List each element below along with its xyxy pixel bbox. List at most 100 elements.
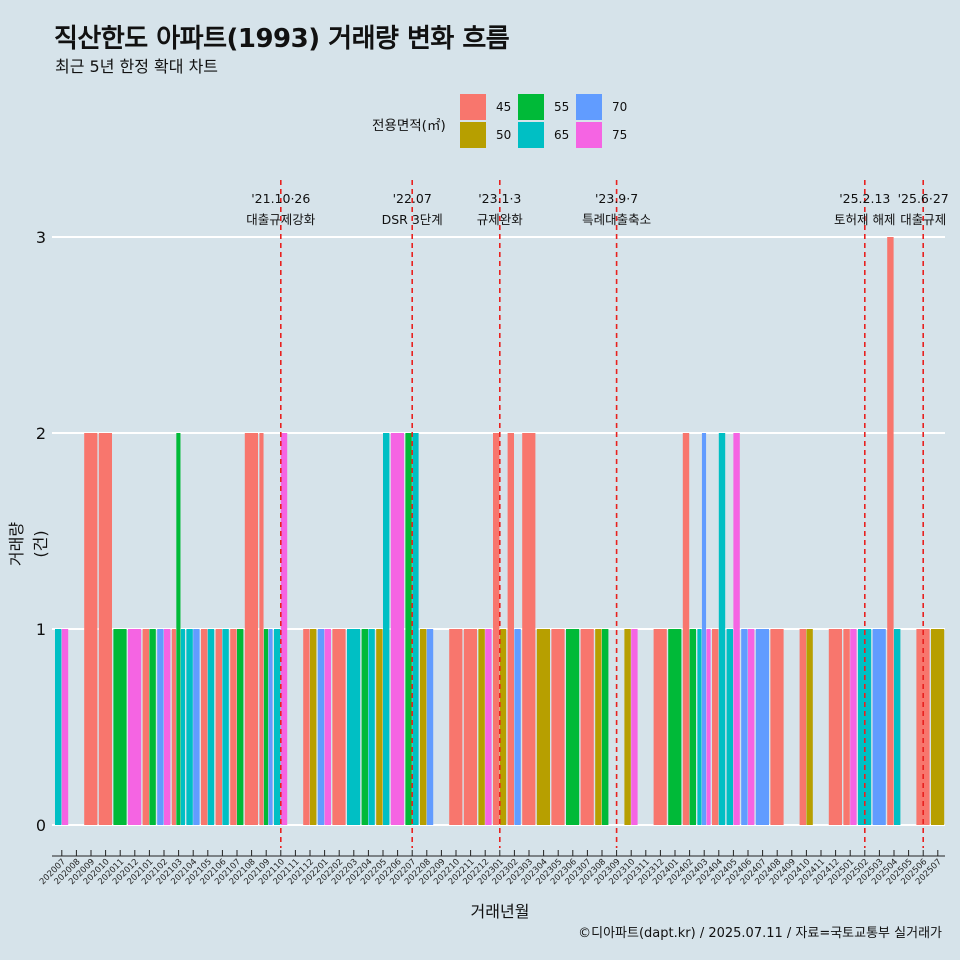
bar-202507-50: [931, 629, 945, 825]
legend-swatch-50: [460, 122, 486, 148]
bar-202503-70: [872, 629, 886, 825]
bar-202101-55: [149, 629, 156, 825]
event-date-label: '22.07: [393, 191, 432, 206]
event-date-label: '25.2.13: [839, 191, 890, 206]
bar-202408-45: [770, 629, 784, 825]
event-date-label: '23.9·7: [595, 191, 638, 206]
legend-label-70: 70: [612, 100, 628, 114]
legend-label-50: 50: [496, 128, 512, 142]
bar-202410-45: [799, 629, 806, 825]
bar-202203-65: [347, 629, 361, 825]
bar-202406-70: [741, 629, 748, 825]
bar-202112-50: [310, 629, 317, 825]
bar-202307-45: [580, 629, 594, 825]
bar-202506-45: [916, 629, 930, 825]
bar-202101-45: [142, 629, 149, 825]
bar-202109-70: [268, 629, 273, 825]
bar-202201-70: [317, 629, 325, 825]
bar-202207-65: [412, 433, 419, 825]
bar-202302-45: [507, 433, 514, 825]
bar-202403-65: [697, 629, 702, 825]
bar-202504-45: [887, 237, 894, 825]
bar-202405-75: [733, 433, 740, 825]
bar-202406-75: [748, 629, 755, 825]
bar-202107-45: [230, 629, 237, 825]
bar-202105-65: [207, 629, 215, 825]
legend-label-65: 65: [554, 128, 570, 142]
legend-title: 전용면적(㎡): [372, 118, 446, 134]
bar-202207-55: [405, 433, 412, 825]
bar-202109-55: [263, 629, 269, 825]
bar-202404-65: [718, 433, 726, 825]
bar-202202-45: [332, 629, 346, 825]
event-name-label: 규제완화: [477, 212, 524, 227]
legend-swatch-45: [460, 94, 486, 120]
y-tick-label: 0: [36, 816, 46, 835]
event-name-label: DSR 3단계: [382, 212, 443, 227]
event-date-label: '25.6·27: [898, 191, 949, 206]
bar-202104-70: [193, 629, 200, 825]
bar-202204-65: [368, 629, 375, 825]
event-name-label: 특례대출축소: [582, 212, 651, 227]
bar-202102-70: [157, 629, 164, 825]
bar-202402-55: [689, 629, 696, 825]
legend-label-55: 55: [554, 100, 570, 114]
bar-202007-65: [55, 629, 62, 825]
bar-202407-70: [755, 629, 769, 825]
bar-202112-45: [303, 629, 310, 825]
y-tick-label: 3: [36, 228, 46, 247]
bar-202105-45: [201, 629, 208, 825]
y-tick-label: 1: [36, 620, 46, 639]
event-name-label: 대출규제강화: [246, 212, 316, 227]
legend-item-55: 55: [518, 94, 569, 120]
event-date-label: '21.10·26: [251, 191, 310, 206]
bar-202106-65: [222, 629, 229, 825]
event-date-label: '23.1·3: [478, 191, 521, 206]
legend-item-70: 70: [576, 94, 627, 120]
legend-item-75: 75: [576, 122, 627, 148]
bar-202312-45: [653, 629, 667, 825]
bar-202306-55: [566, 629, 580, 825]
bar-202304-50: [536, 629, 550, 825]
bar-202412-45: [828, 629, 842, 825]
bar-202501-75: [850, 629, 857, 825]
bar-202401-55: [668, 629, 682, 825]
bar-202103-45: [171, 629, 176, 825]
bar-202310-75: [631, 629, 638, 825]
bar-202212-75: [485, 629, 492, 825]
bar-202104-65: [186, 629, 193, 825]
bar-202208-70: [426, 629, 434, 825]
bar-202303-45: [522, 433, 536, 825]
bar-202010-45: [98, 433, 112, 825]
chart-subtitle: 최근 5년 한정 확대 차트: [55, 57, 219, 76]
bar-202212-50: [478, 629, 485, 825]
bar-202201-75: [324, 629, 331, 825]
legend-label-75: 75: [612, 128, 628, 142]
bar-202302-70: [514, 629, 521, 825]
bar-202106-45: [215, 629, 222, 825]
legend-swatch-75: [576, 122, 602, 148]
bar-202208-50: [420, 629, 427, 825]
bar-202206-75: [390, 433, 404, 825]
bar-202308-50: [595, 629, 602, 825]
y-tick-label: 2: [36, 424, 46, 443]
bar-202103-55: [176, 433, 181, 825]
bar-202301-50: [499, 629, 507, 825]
legend-swatch-55: [518, 94, 544, 120]
bar-202211-45: [463, 629, 477, 825]
legend-item-65: 65: [518, 122, 569, 148]
legend-swatch-70: [576, 94, 602, 120]
legend-label-45: 45: [496, 100, 512, 114]
event-name-label: 토허제 해제: [834, 212, 895, 227]
bar-202501-45: [843, 629, 850, 825]
bar-202310-50: [624, 629, 631, 825]
bar-202308-55: [602, 629, 609, 825]
chart-title: 직산한도 아파트(1993) 거래량 변화 흐름: [54, 24, 510, 54]
bar-202402-45: [682, 433, 690, 825]
source-caption: ©디아파트(dapt.kr) / 2025.07.11 / 자료=국토교통부 실…: [578, 926, 942, 941]
bar-202103-65: [180, 629, 185, 825]
bar-202403-70: [701, 433, 707, 825]
bar-202205-65: [383, 433, 390, 825]
bar-202405-65: [726, 629, 733, 825]
